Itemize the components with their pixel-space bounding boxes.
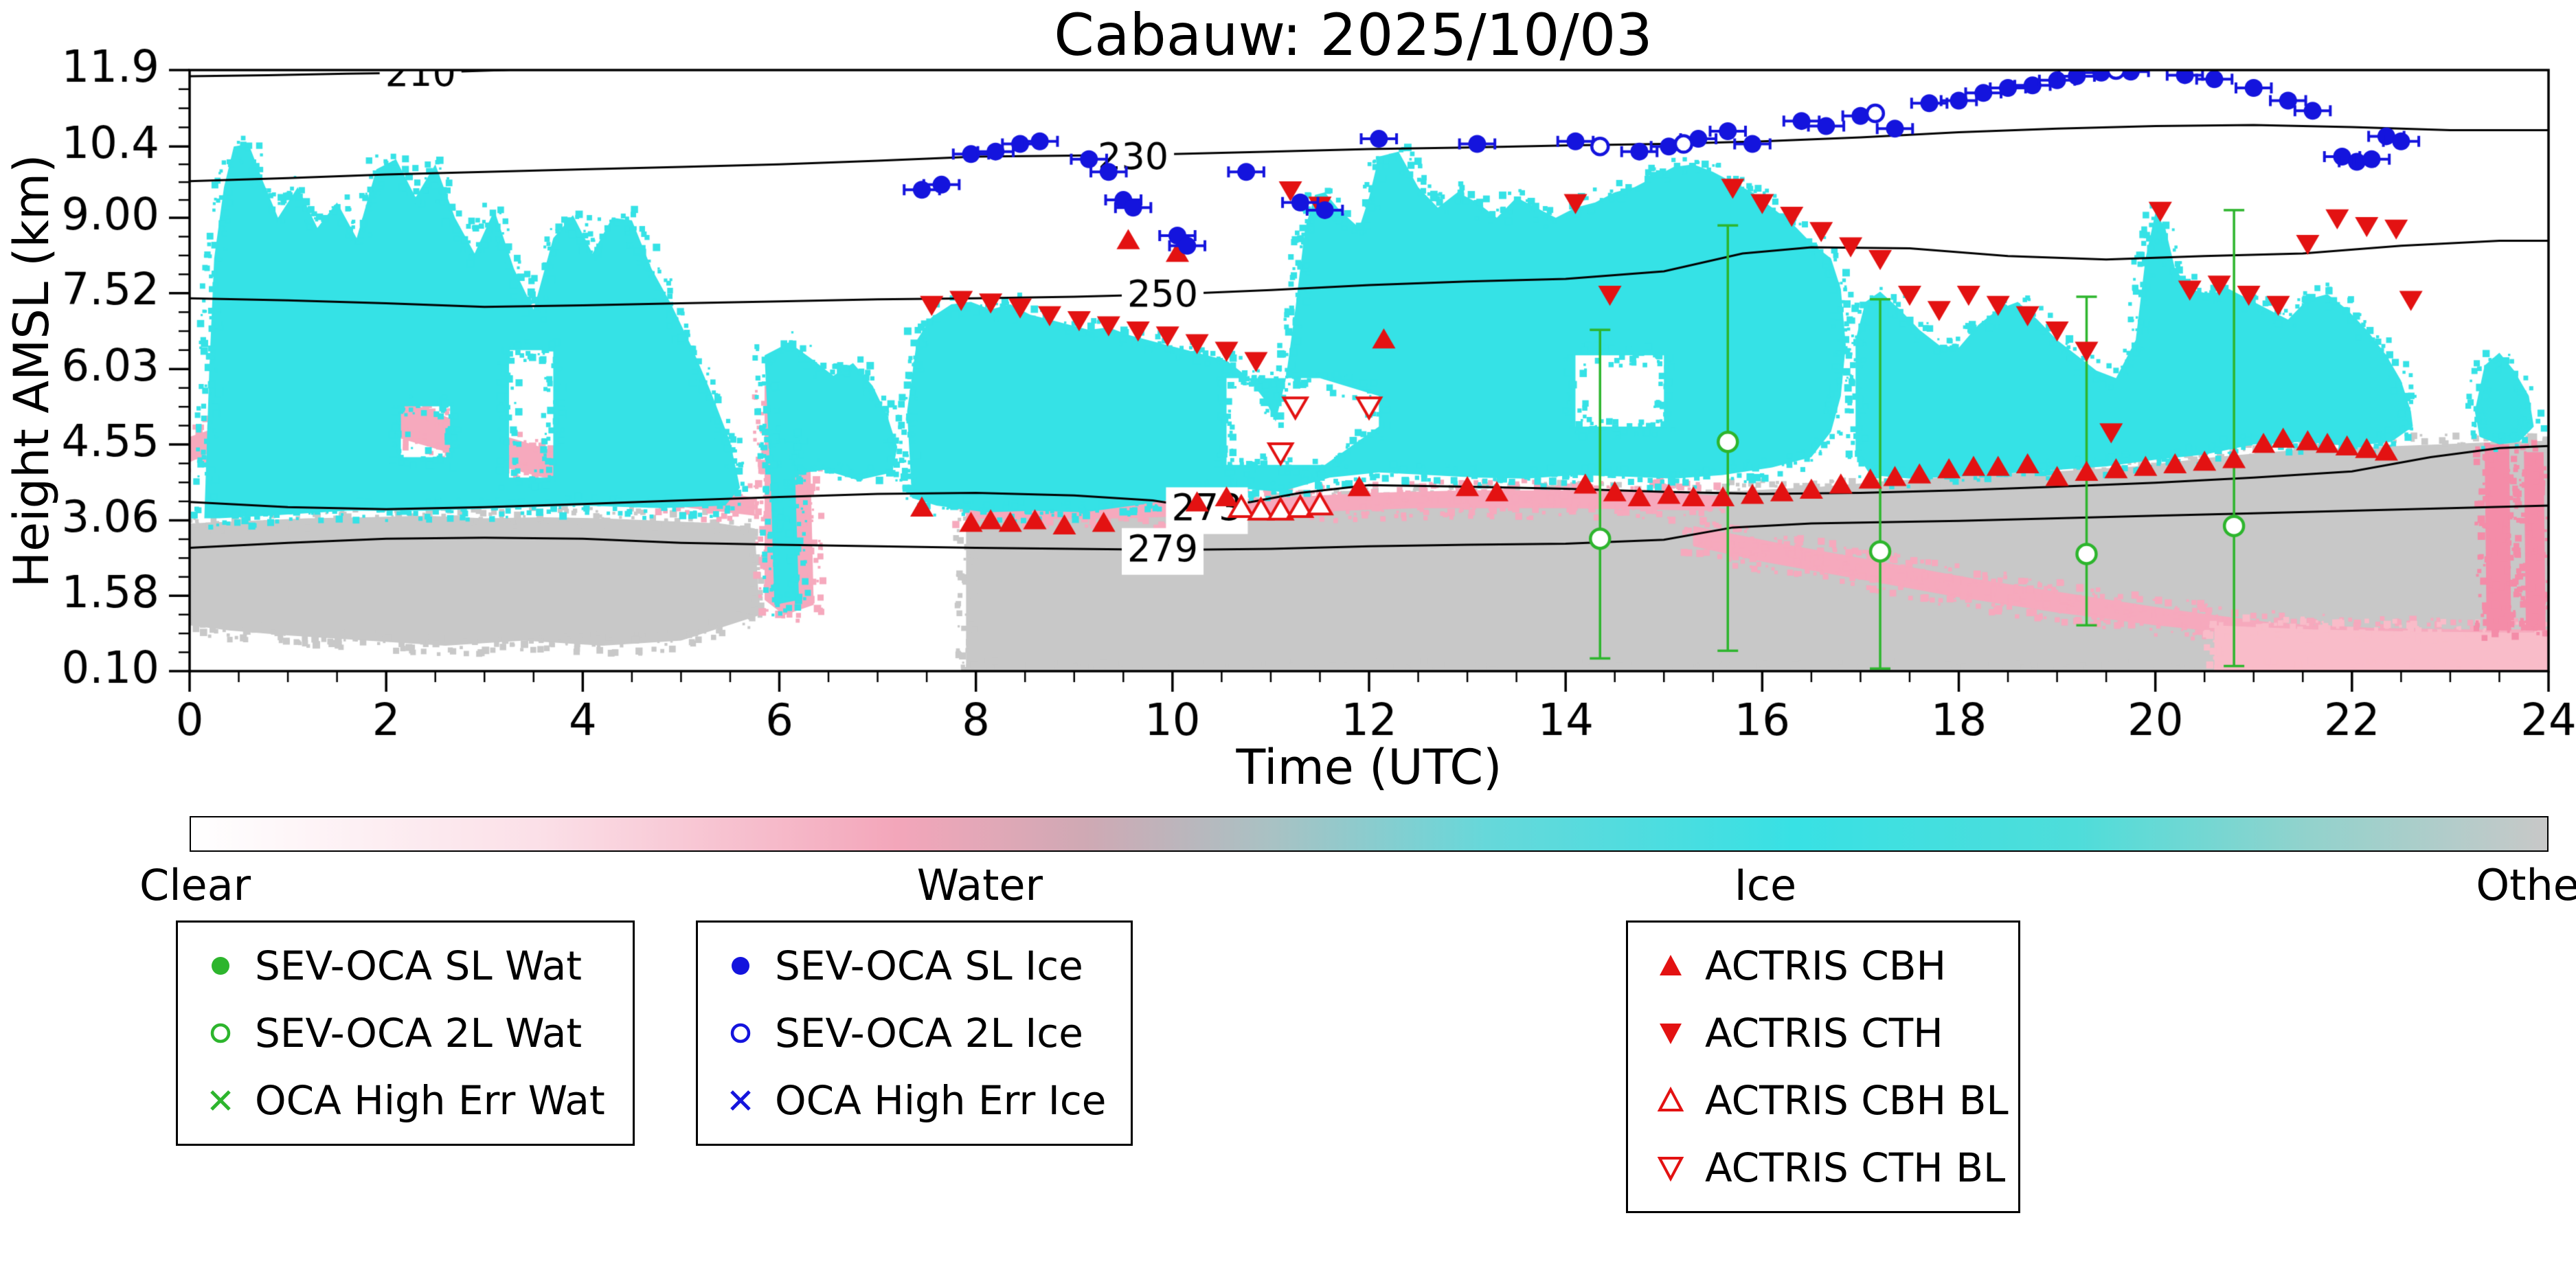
legend-box-actris: ACTRIS CBH ACTRIS CTH ACTRIS CBH BL ACTRIS … xyxy=(1626,920,2020,1213)
legend-item: SEV-OCA 2L Wat xyxy=(201,1013,609,1053)
open-triangle-down-icon xyxy=(1657,1157,1684,1182)
legend-label: OCA High Err Wat xyxy=(255,1077,605,1124)
legend-label: SEV-OCA SL Ice xyxy=(775,942,1083,989)
legend-label: ACTRIS CBH xyxy=(1705,942,1947,989)
legend-item: ACTRIS CTH BL xyxy=(1651,1148,2005,1188)
legend-item: SEV-OCA SL Wat xyxy=(201,946,609,986)
x-axis-label: Time (UTC) xyxy=(1236,739,1502,795)
legend-label: ACTRIS CTH xyxy=(1705,1010,1943,1057)
legend-item: ACTRIS CBH xyxy=(1651,946,1995,986)
legend-item: OCA High Err Wat xyxy=(201,1081,609,1120)
colorbar xyxy=(190,816,2549,852)
legend-label: ACTRIS CTH BL xyxy=(1705,1144,2006,1191)
x-mark-icon xyxy=(730,1090,751,1111)
legend-label: SEV-OCA SL Wat xyxy=(255,942,583,989)
legend-box-ice: SEV-OCA SL Ice SEV-OCA 2L Ice OCA High Err… xyxy=(696,920,1133,1146)
legend-label: SEV-OCA 2L Wat xyxy=(255,1010,583,1057)
open-circle-icon xyxy=(730,1023,751,1043)
open-triangle-up-icon xyxy=(1657,1086,1684,1111)
legend-item: SEV-OCA 2L Ice xyxy=(721,1013,1107,1053)
colorbar-label-clear: Clear xyxy=(139,860,251,910)
colorbar-label-other: Other xyxy=(2476,860,2576,910)
filled-triangle-down-icon xyxy=(1660,1024,1682,1044)
colorbar-label-water: Water xyxy=(916,860,1043,910)
legend-item: SEV-OCA SL Ice xyxy=(721,946,1107,986)
colorbar-label-ice: Ice xyxy=(1734,860,1797,910)
filled-circle-icon xyxy=(732,957,749,975)
legend-label: SEV-OCA 2L Ice xyxy=(775,1010,1083,1057)
legend-item: OCA High Err Ice xyxy=(721,1081,1107,1120)
open-circle-icon xyxy=(210,1023,231,1043)
legend-item: ACTRIS CBH BL xyxy=(1651,1081,2009,1120)
filled-triangle-up-icon xyxy=(1660,955,1682,975)
legend-label: OCA High Err Ice xyxy=(775,1077,1107,1124)
legend-item: ACTRIS CTH xyxy=(1651,1013,1995,1053)
chart-title: Cabauw: 2025/10/03 xyxy=(1054,1,1653,69)
legend-label: ACTRIS CBH BL xyxy=(1705,1077,2009,1124)
x-mark-icon xyxy=(210,1090,231,1111)
filled-circle-icon xyxy=(212,957,229,975)
y-axis-label: Height AMSL (km) xyxy=(3,154,60,588)
legend-box-wat: SEV-OCA SL Wat SEV-OCA 2L Wat OCA High Err… xyxy=(176,920,635,1146)
